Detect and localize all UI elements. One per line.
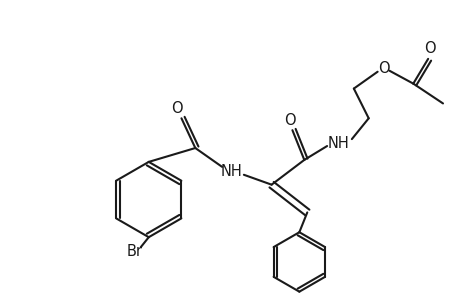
Text: O: O <box>423 41 435 56</box>
Text: NH: NH <box>327 136 349 151</box>
Text: Br: Br <box>127 244 143 259</box>
Text: NH: NH <box>221 164 242 179</box>
Text: O: O <box>170 101 182 116</box>
Text: O: O <box>377 61 388 76</box>
Text: O: O <box>283 113 295 128</box>
